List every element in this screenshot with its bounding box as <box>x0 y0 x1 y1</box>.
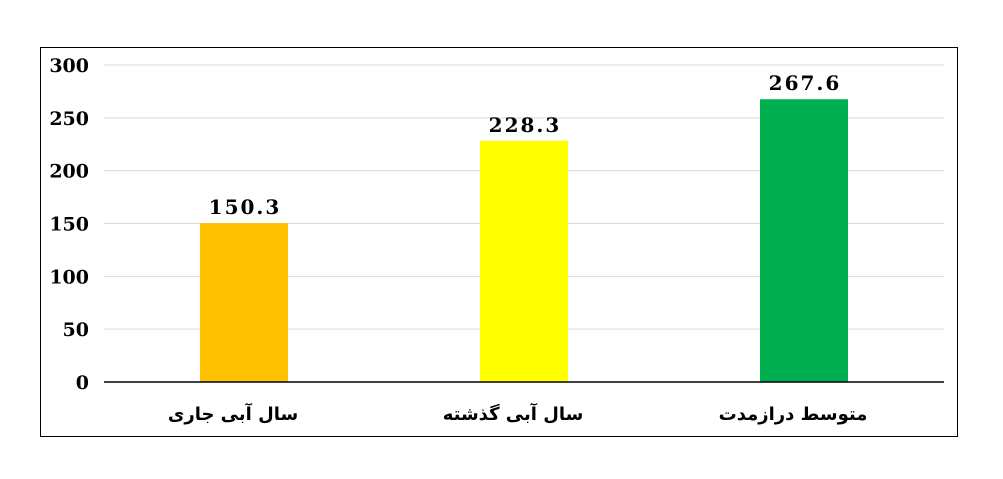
data-labels: 150.3 228.3 267.6 <box>209 71 842 219</box>
y-tick-label: 300 <box>49 55 89 77</box>
y-tick-label: 200 <box>49 161 89 183</box>
data-label: 267.6 <box>769 71 842 95</box>
data-label: 150.3 <box>209 195 282 219</box>
bars <box>200 99 848 383</box>
y-tick-label: 150 <box>49 214 89 236</box>
y-tick-label: 100 <box>49 266 89 288</box>
bar <box>760 99 848 383</box>
bar <box>200 223 288 382</box>
x-axis-categories: سال آبی جاری سال آبی گذشته متوسط درازمدت <box>168 402 868 425</box>
bar <box>480 140 568 382</box>
data-label: 228.3 <box>489 113 562 137</box>
y-tick-label: 0 <box>76 372 89 394</box>
category-label: سال آبی جاری <box>168 402 298 425</box>
category-label: سال آبی گذشته <box>443 402 584 425</box>
y-tick-label: 50 <box>63 319 89 341</box>
y-axis-ticks: 0 50 100 150 200 250 300 <box>49 55 89 394</box>
y-tick-label: 250 <box>49 108 89 130</box>
category-label: متوسط درازمدت <box>719 404 868 425</box>
